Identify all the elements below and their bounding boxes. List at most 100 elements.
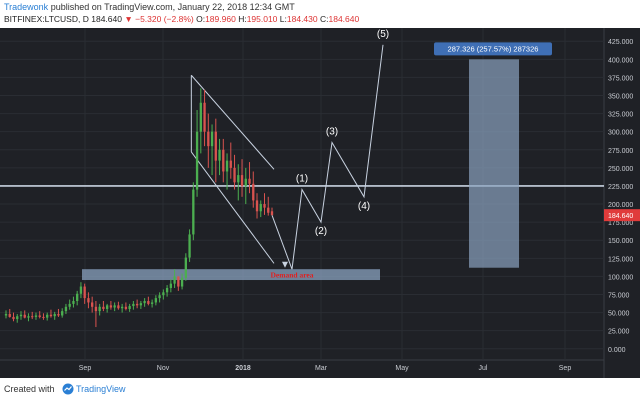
candle-body [109,305,113,308]
demand-zone [82,269,380,281]
candle-body [23,314,26,318]
x-tick-label: Jul [479,365,488,372]
candle-body [49,314,53,317]
y-tick-label: 225.000 [608,184,633,191]
wave-label: (1) [296,174,308,185]
candle-body [199,102,202,132]
candle-body [105,305,109,309]
open-label: O: [196,14,206,24]
candle-body [203,102,206,132]
y-tick-label: 275.000 [608,148,633,155]
x-tick-label: Sep [79,365,92,372]
candle-body [139,303,143,306]
y-tick-label: 150.000 [608,238,633,245]
y-tick-label: 425.000 [608,39,633,46]
created-with-text: Created with [4,384,55,394]
chart-header: Tradewonk published on TradingView.com, … [0,0,640,28]
y-tick-label: 0.000 [608,347,626,354]
candle-body [237,175,240,183]
candle-body [169,283,173,288]
symbol-line: BITFINEX:LTCUSD, D 184.640 ▼ −5.320 (−2.… [4,14,359,24]
candle-body [270,211,274,216]
candle-body [233,167,236,183]
candle-body [124,306,128,309]
annotations: Demand area 287.326 (257.57%) 287326 (1) (2… [271,29,640,280]
author-link[interactable]: Tradewonk [4,2,49,12]
candle-body [162,292,165,296]
candle-body [53,314,56,317]
symbol-name: BITFINEX:LTCUSD, D [4,14,89,24]
candle-body [87,298,90,303]
candle-body [222,149,225,172]
last-price-label: 184.640 [608,213,633,220]
candle-body [188,234,191,258]
candle-body [252,183,255,201]
candle-body [267,207,270,213]
candle-body [117,305,120,309]
candle-body [68,303,71,307]
wave-arrow-head [282,261,288,268]
candle-body [180,277,184,287]
candle-body [76,293,79,302]
candle-body [147,301,150,304]
candle-body [150,302,154,304]
y-tick-label: 125.000 [608,256,633,263]
candle-body [72,301,75,304]
y-tick-label: 175.000 [608,220,633,227]
y-tick-label: 100.000 [608,274,633,281]
low-label: L: [279,14,287,24]
candle-body [177,276,180,287]
candle-body [255,200,259,212]
wave-path [271,44,384,270]
high-value: 195.010 [246,14,278,24]
candle-body [46,314,49,318]
candle-body [165,287,169,293]
candle-body [128,306,131,309]
target-projection-box [469,59,519,268]
candle-body [225,160,229,172]
candle-body [229,160,232,168]
candle-body [244,178,247,186]
channel-lower-line [190,151,275,264]
close-label: C: [320,14,329,24]
candle-body [83,286,86,299]
y-tick-label: 200.000 [608,202,633,209]
demand-zone-label: Demand area [271,271,314,280]
target-label: 287.326 (257.57%) 287326 [448,44,539,53]
x-tick-label: Sep [559,365,572,372]
candle-body [34,315,38,317]
tradingview-brand-link[interactable]: TradingView [76,384,126,394]
candle-body [154,298,158,303]
candle-body [94,306,98,312]
candle-body [98,306,101,312]
y-tick-label: 250.000 [608,166,633,173]
low-value: 184.430 [286,14,318,24]
target-label-bg [434,42,552,56]
price-chart[interactable]: 425.000 400.000 375.000 350.000 325.000 300.0… [0,28,640,378]
x-tick-label: Nov [157,365,170,372]
candle-body [8,314,11,317]
tradingview-logo-icon [62,383,74,395]
candle-body [42,316,45,318]
candle-body [102,306,105,309]
candle-body [263,204,266,208]
y-tick-label: 25.000 [608,329,630,336]
candle-body [143,301,146,304]
x-tick-label: May [395,365,409,372]
candle-body [27,316,30,318]
x-tick-label: 2018 [235,365,251,372]
candle-body [38,315,41,317]
candle-body [113,305,116,308]
candles [4,88,274,328]
candle-body [16,316,19,320]
candle-body [135,303,139,306]
candle-body [158,295,161,299]
y-tick-label: 75.000 [608,292,630,299]
candle-body [4,314,8,316]
high-label: H: [238,14,247,24]
price-change: ▼ −5.320 (−2.8%) [124,14,194,24]
close-value: 184.640 [328,14,360,24]
y-tick-label: 350.000 [608,94,633,101]
candle-body [79,286,83,294]
open-value: 189.960 [205,14,236,24]
